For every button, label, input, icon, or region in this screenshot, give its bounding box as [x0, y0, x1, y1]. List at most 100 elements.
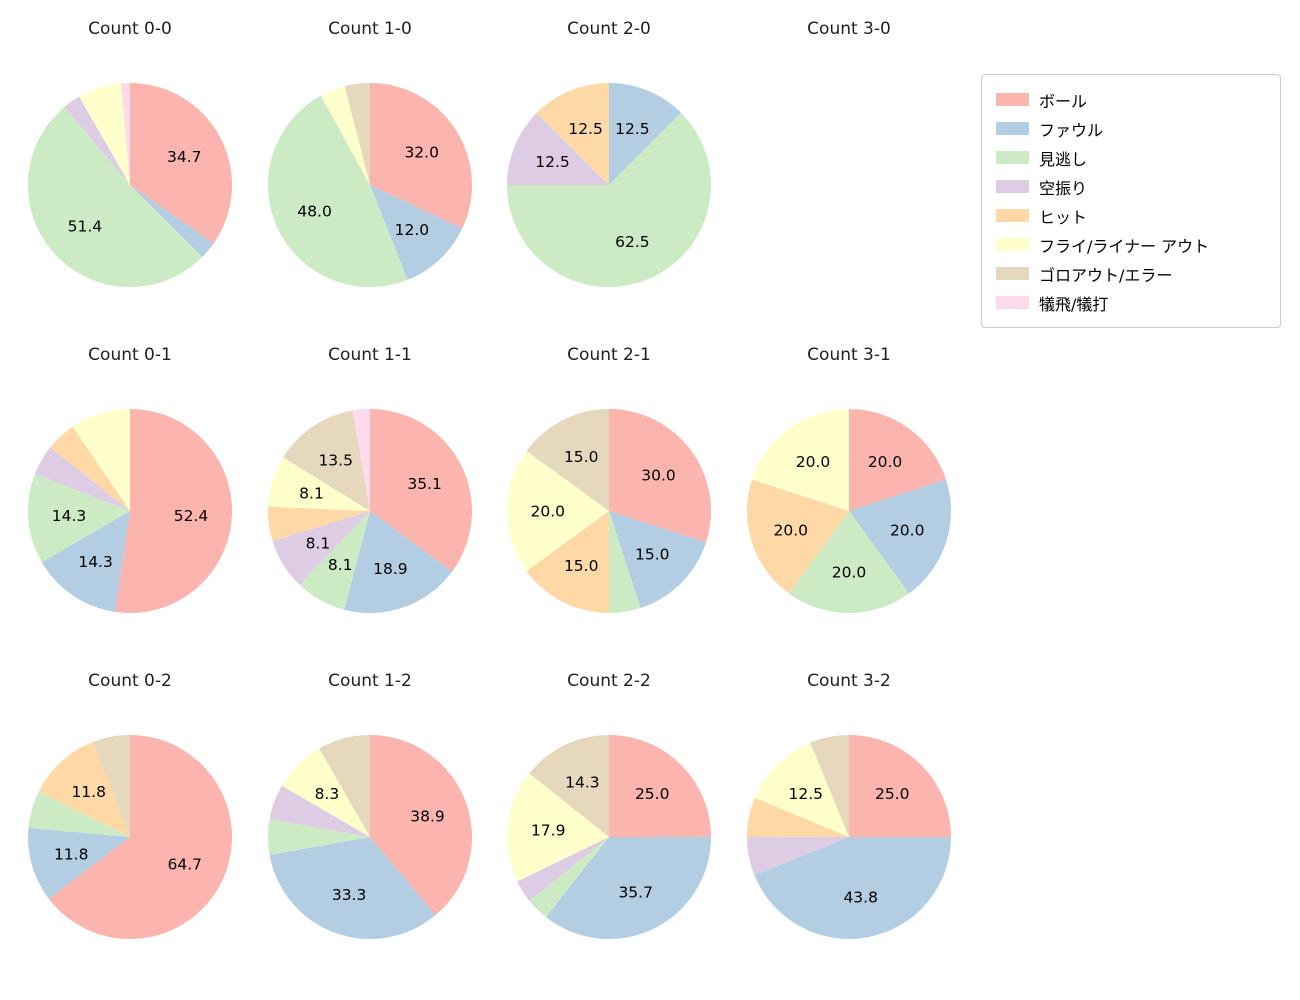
pie-percent-label: 11.8	[71, 783, 106, 801]
pie-percent-label: 20.0	[774, 521, 809, 539]
pie-slice	[754, 742, 849, 837]
pie-percent-label: 64.7	[168, 856, 203, 874]
pie-slice	[64, 96, 130, 185]
pie-percent-label: 62.5	[615, 233, 650, 251]
pie-slice	[268, 457, 370, 511]
pie-slice	[130, 83, 233, 244]
pie-percent-label: 18.9	[373, 560, 408, 578]
pie-percent-label: 35.7	[618, 884, 653, 902]
chart-cell-count-2-1: Count 2-1 30.0 15.0 15.0 20.0 15.0	[489, 342, 729, 616]
pie-percent-label: 34.7	[167, 148, 202, 166]
pie-slice	[130, 185, 214, 258]
pie-percent-label: 25.0	[635, 785, 670, 803]
pie-percent-label: 33.3	[332, 886, 367, 904]
pie-percent-label: 8.1	[306, 535, 331, 553]
pie-percent-label: 8.1	[328, 556, 353, 574]
legend-item-label: ヒット	[1039, 207, 1088, 227]
chart-title: Count 0-0	[88, 19, 172, 39]
pie-percent-label: 15.0	[564, 557, 599, 575]
chart-title: Count 1-0	[328, 19, 412, 39]
pie-slice	[545, 836, 712, 940]
pie-slice	[344, 511, 453, 614]
pie-chart-count-3-0	[744, 80, 954, 290]
pie-percent-label: 51.4	[68, 218, 103, 236]
chart-cell-count-2-2: Count 2-2 25.0 35.7 17.9 14.3	[489, 668, 729, 942]
chart-title: Count 0-1	[88, 345, 172, 365]
legend-color-swatch	[996, 122, 1029, 135]
chart-cell-count-3-1: Count 3-1 20.0 20.0 20.0 20.0 20.0	[729, 342, 969, 616]
chart-title: Count 1-2	[328, 671, 412, 691]
pie-percent-label: 15.0	[635, 546, 670, 564]
pie-slice	[507, 112, 609, 185]
pie-slice	[267, 95, 408, 288]
pie-slice	[121, 82, 130, 185]
pie-slice	[79, 83, 130, 185]
pie-slice	[526, 409, 609, 511]
legend-item-ground-out-error: ゴロアウト/エラー	[996, 259, 1266, 288]
pie-slice	[370, 83, 472, 229]
pie-percent-label: 14.3	[78, 553, 113, 571]
legend: ボール ファウル 見逃し 空振り ヒット フライ/ライナー アウト ゴロアウト/…	[981, 74, 1281, 328]
pie-percent-label: 32.0	[404, 144, 439, 162]
pie-slice	[507, 451, 609, 571]
pie-slice	[28, 791, 130, 837]
pie-slice	[789, 511, 909, 613]
pie-chart-count-0-0: 34.7 51.4	[27, 82, 233, 288]
pie-slice	[269, 785, 370, 837]
legend-item-swing-miss: 空振り	[996, 172, 1266, 201]
pie-percent-label: 15.0	[564, 448, 599, 466]
pie-slice	[272, 511, 370, 585]
pie-percent-label: 30.0	[641, 466, 676, 484]
pie-slice	[283, 410, 370, 511]
legend-item-foul: ファウル	[996, 114, 1266, 143]
pie-percent-label: 12.5	[535, 153, 570, 171]
pie-percent-label: 20.0	[890, 521, 925, 539]
pie-slice	[506, 773, 609, 882]
pie-percent-label: 25.0	[875, 785, 910, 803]
chart-cell-count-1-2: Count 1-2 38.9 33.3 8.3	[250, 668, 490, 942]
legend-item-fly-liner-out: フライ/ライナー アウト	[996, 230, 1266, 259]
chart-cell-count-0-1: Count 0-1 52.4 14.3 14.3	[10, 342, 250, 616]
pie-percent-label: 14.3	[52, 507, 87, 525]
legend-color-swatch	[996, 296, 1029, 309]
pie-chart-count-3-1: 20.0 20.0 20.0 20.0 20.0	[746, 409, 952, 613]
pie-slice	[609, 511, 641, 613]
legend-item-called: 見逃し	[996, 143, 1266, 172]
pie-percent-label: 12.5	[568, 120, 603, 138]
pie-slice	[849, 409, 947, 511]
pie-slice	[299, 511, 370, 610]
pie-slice	[319, 735, 370, 837]
pie-slice	[281, 748, 370, 837]
pie-percent-label: 8.3	[315, 785, 340, 803]
pie-slice	[526, 511, 609, 613]
pie-slice	[370, 409, 473, 572]
pie-percent-label: 43.8	[843, 889, 878, 907]
pie-slice	[609, 735, 711, 837]
legend-color-swatch	[996, 209, 1029, 222]
legend-item-label: ファウル	[1039, 120, 1104, 140]
pie-percent-label: 17.9	[531, 822, 566, 840]
pie-percent-label: 12.5	[789, 785, 824, 803]
chart-title: Count 2-1	[567, 345, 651, 365]
pie-slice	[529, 735, 609, 837]
pie-slice	[751, 409, 849, 511]
pie-percent-label: 35.1	[407, 475, 442, 493]
pie-percent-label: 20.0	[796, 453, 831, 471]
legend-item-hit: ヒット	[996, 201, 1266, 230]
pie-chart-count-2-2: 25.0 35.7 17.9 14.3	[506, 735, 712, 940]
pie-percent-label: 52.4	[174, 507, 209, 525]
pie-slice	[38, 741, 131, 837]
chart-cell-count-0-0: Count 0-0 34.7 51.4	[10, 16, 250, 290]
chart-title: Count 3-1	[807, 345, 891, 365]
pie-slice	[269, 837, 436, 940]
chart-title: Count 3-2	[807, 671, 891, 691]
pie-slice	[41, 511, 130, 612]
pie-slice	[50, 426, 130, 511]
pie-slice	[370, 735, 472, 916]
legend-item-label: ボール	[1039, 91, 1088, 111]
pie-percent-label: 38.9	[410, 808, 445, 826]
pie-chart-count-3-2: 25.0 43.8 12.5	[746, 735, 952, 939]
chart-title: Count 2-2	[567, 671, 651, 691]
pie-slice	[28, 827, 130, 899]
legend-item-label: 空振り	[1039, 178, 1088, 198]
